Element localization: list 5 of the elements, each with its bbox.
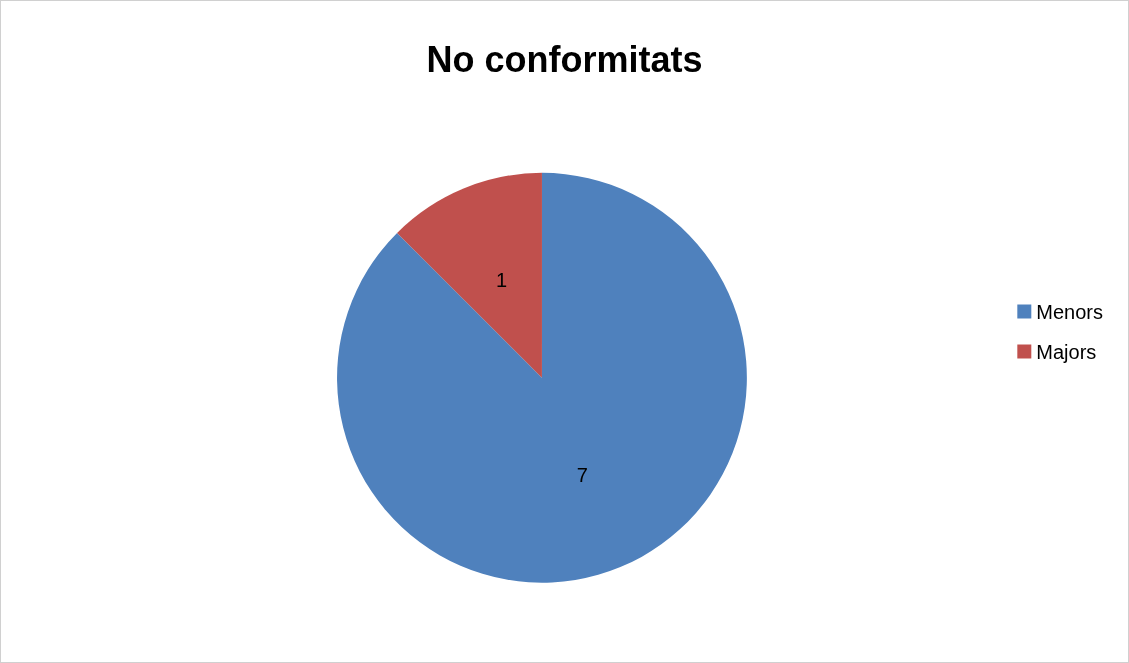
chart-title: No conformitats xyxy=(426,38,703,80)
legend-label: Menors xyxy=(1036,300,1104,323)
legend-label: Majors xyxy=(1036,340,1097,363)
data-label: 7 xyxy=(576,464,588,487)
data-label: 1 xyxy=(496,269,508,292)
